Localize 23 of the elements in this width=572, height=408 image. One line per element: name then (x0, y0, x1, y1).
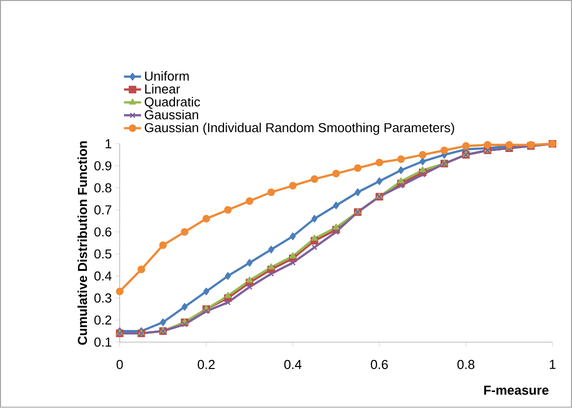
x-tick-label: 0.4 (284, 360, 302, 370)
y-tick-label: 0.2 (94, 316, 112, 325)
x-tick-label: 0 (116, 360, 123, 370)
x-axis-title: F-measure (484, 386, 549, 395)
legend-label: Linear (145, 84, 180, 94)
legend-label: Gaussian (Individual Random Smoothing Parameters) (144, 122, 454, 135)
y-tick-label: 0.7 (94, 205, 112, 215)
y-tick-label: 0.9 (94, 161, 112, 171)
legend-label: Quadratic (144, 97, 200, 109)
x-tick-label: 1 (550, 360, 556, 369)
y-tick-label: 0.1 (94, 338, 112, 347)
x-tick-label: 0.6 (370, 360, 388, 370)
y-tick-label: 0.5 (94, 249, 112, 259)
y-tick-label: 0.6 (94, 227, 112, 237)
legend-label: Uniform (145, 71, 189, 81)
y-tick-label: 0.3 (94, 294, 112, 303)
y-tick-label: 0.4 (94, 272, 112, 281)
y-tick-label: 0.8 (94, 183, 112, 193)
y-axis-title: Cumulative Distribution Function (78, 142, 88, 345)
x-tick-label: 0.8 (457, 360, 474, 370)
x-tick-label: 0.2 (198, 360, 215, 370)
y-tick-label: 1 (106, 139, 112, 148)
legend-label: Gaussian (144, 110, 198, 120)
